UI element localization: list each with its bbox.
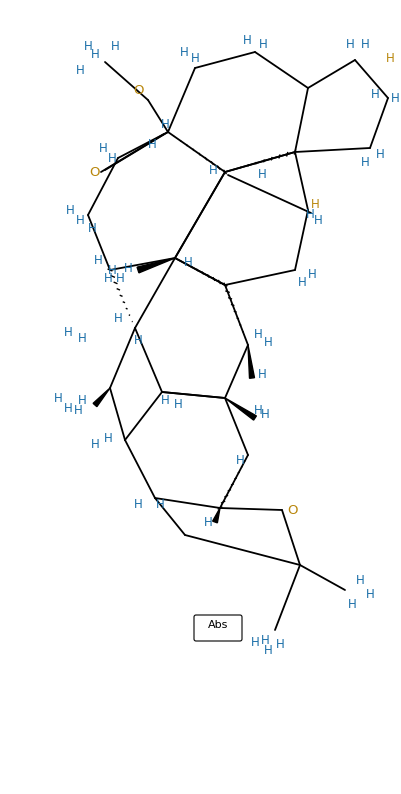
Text: H: H [376, 148, 385, 161]
Text: H: H [161, 118, 169, 132]
Text: H: H [209, 164, 217, 176]
Text: H: H [113, 311, 122, 325]
Text: H: H [360, 38, 369, 52]
Text: H: H [84, 40, 92, 53]
Text: H: H [91, 48, 99, 61]
Text: H: H [134, 333, 142, 346]
Text: H: H [306, 209, 314, 222]
Text: H: H [54, 391, 63, 404]
Text: H: H [253, 329, 262, 341]
Polygon shape [137, 258, 175, 273]
Text: O: O [133, 83, 143, 97]
Text: H: H [257, 168, 266, 182]
Text: H: H [93, 253, 102, 267]
Text: H: H [161, 394, 169, 407]
Text: H: H [111, 40, 119, 53]
Text: H: H [88, 222, 96, 234]
Text: H: H [115, 272, 124, 284]
Text: H: H [236, 453, 244, 467]
Text: H: H [148, 138, 156, 152]
Text: H: H [76, 214, 84, 226]
Text: H: H [257, 368, 266, 381]
Text: H: H [261, 634, 269, 646]
Text: H: H [259, 38, 267, 52]
Text: H: H [180, 45, 188, 59]
Text: H: H [190, 52, 199, 64]
Text: H: H [103, 272, 112, 284]
Text: H: H [386, 52, 394, 64]
Text: H: H [66, 203, 74, 217]
Text: H: H [251, 635, 259, 649]
FancyBboxPatch shape [194, 615, 242, 641]
Text: H: H [275, 638, 284, 652]
Text: H: H [107, 264, 116, 276]
Text: H: H [74, 403, 82, 417]
Text: H: H [103, 431, 112, 445]
Text: H: H [366, 588, 375, 602]
Text: Abs: Abs [208, 620, 228, 630]
Text: H: H [64, 402, 72, 414]
Polygon shape [213, 508, 220, 522]
Text: H: H [64, 326, 72, 338]
Text: H: H [371, 88, 379, 102]
Text: O: O [287, 503, 297, 517]
Text: H: H [261, 408, 269, 422]
Polygon shape [248, 345, 255, 378]
Text: H: H [360, 156, 369, 168]
Text: H: H [346, 38, 354, 52]
Text: H: H [263, 643, 272, 657]
Text: H: H [124, 261, 132, 275]
Text: H: H [243, 33, 251, 47]
Text: H: H [253, 403, 262, 417]
Polygon shape [93, 388, 110, 407]
Text: H: H [391, 91, 399, 105]
Text: H: H [134, 499, 142, 511]
Text: H: H [263, 336, 272, 349]
Polygon shape [225, 398, 256, 420]
Text: H: H [174, 399, 182, 411]
Text: H: H [156, 499, 164, 511]
Text: H: H [308, 268, 316, 282]
Text: H: H [78, 394, 86, 407]
Text: H: H [348, 599, 356, 611]
Text: H: H [107, 152, 116, 164]
Text: H: H [298, 276, 306, 288]
Text: H: H [78, 332, 86, 345]
Text: O: O [90, 165, 100, 179]
Text: H: H [204, 515, 213, 529]
Text: H: H [311, 198, 319, 211]
Text: H: H [356, 573, 365, 587]
Text: H: H [184, 256, 192, 268]
Text: H: H [91, 438, 99, 452]
Text: H: H [76, 64, 84, 76]
Text: H: H [99, 141, 107, 155]
Text: H: H [314, 214, 322, 226]
